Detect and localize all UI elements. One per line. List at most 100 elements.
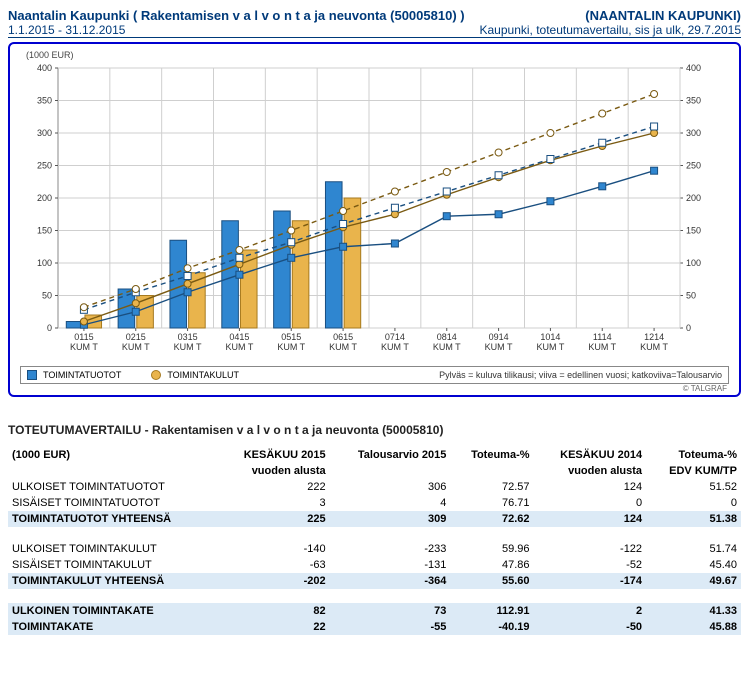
svg-text:KUM T: KUM T: [174, 342, 202, 352]
row-value: 72.62: [450, 511, 533, 527]
col-h2-3: vuoden alusta: [534, 463, 647, 479]
row-value: 49.67: [646, 573, 741, 589]
row-value: 51.38: [646, 511, 741, 527]
row-value: 82: [217, 603, 330, 619]
row-label: TOIMINTAKULUT YHTEENSÄ: [8, 573, 217, 589]
svg-text:50: 50: [42, 291, 52, 301]
title-right: (NAANTALIN KAUPUNKI): [585, 8, 741, 23]
table-row: SISÄISET TOIMINTAKULUT-63-13147.86-5245.…: [8, 557, 741, 573]
row-value: 4: [330, 495, 451, 511]
legend-note: Pylväs = kuluva tilikausi; viiva = edell…: [439, 370, 722, 380]
row-label: SISÄISET TOIMINTATUOTOT: [8, 495, 217, 511]
col-h1-2: Toteuma-%: [450, 447, 533, 463]
svg-text:0315: 0315: [178, 332, 198, 342]
chart-svg: 0050501001001501502002002502503003003503…: [16, 62, 722, 362]
row-value: 47.86: [450, 557, 533, 573]
svg-text:1114: 1114: [593, 332, 612, 342]
col-h1-0: KESÄKUU 2015: [217, 447, 330, 463]
row-label: TOIMINTATUOTOT YHTEENSÄ: [8, 511, 217, 527]
svg-text:0: 0: [47, 323, 52, 333]
svg-text:300: 300: [37, 128, 52, 138]
svg-text:0415: 0415: [229, 332, 249, 342]
svg-text:KUM T: KUM T: [640, 342, 668, 352]
svg-text:400: 400: [686, 63, 701, 73]
row-value: -50: [534, 619, 647, 635]
svg-text:KUM T: KUM T: [329, 342, 357, 352]
svg-text:100: 100: [686, 258, 701, 268]
row-value: 124: [534, 479, 647, 495]
col-h1-3: KESÄKUU 2014: [534, 447, 647, 463]
svg-text:0714: 0714: [385, 332, 405, 342]
svg-text:350: 350: [686, 96, 701, 106]
table-row: ULKOISET TOIMINTAKULUT-140-23359.96-1225…: [8, 541, 741, 557]
svg-text:50: 50: [686, 291, 696, 301]
row-value: -55: [330, 619, 451, 635]
context-label: Kaupunki, toteutumavertailu, sis ja ulk,…: [480, 23, 742, 37]
row-label: ULKOISET TOIMINTATUOTOT: [8, 479, 217, 495]
date-range: 1.1.2015 - 31.12.2015: [8, 23, 125, 37]
row-value: 73: [330, 603, 451, 619]
table-row: TOIMINTAKATE22-55-40.19-5045.88: [8, 619, 741, 635]
row-value: 0: [646, 495, 741, 511]
table-unit: (1000 EUR): [8, 447, 217, 463]
report-subheader: 1.1.2015 - 31.12.2015 Kaupunki, toteutum…: [8, 23, 741, 38]
row-value: 3: [217, 495, 330, 511]
chart-copyright: © TALGRAF: [16, 384, 733, 393]
row-label: TOIMINTAKATE: [8, 619, 217, 635]
table-row: [8, 589, 741, 603]
row-value: 72.57: [450, 479, 533, 495]
row-value: 225: [217, 511, 330, 527]
col-h2-0: vuoden alusta: [217, 463, 330, 479]
svg-text:KUM T: KUM T: [588, 342, 616, 352]
svg-text:KUM T: KUM T: [277, 342, 305, 352]
svg-text:150: 150: [686, 226, 701, 236]
table-title: TOTEUTUMAVERTAILU - Rakentamisen v a l v…: [8, 423, 741, 437]
row-value: -131: [330, 557, 451, 573]
legend-label-tuotot: TOIMINTATUOTOT: [43, 370, 121, 380]
svg-text:KUM T: KUM T: [70, 342, 98, 352]
legend-label-kulut: TOIMINTAKULUT: [167, 370, 239, 380]
title-left: Naantalin Kaupunki ( Rakentamisen v a l …: [8, 8, 465, 23]
table-row: TOIMINTATUOTOT YHTEENSÄ22530972.6212451.…: [8, 511, 741, 527]
col-h2-1: [330, 463, 451, 479]
data-table: (1000 EUR) KESÄKUU 2015 Talousarvio 2015…: [8, 447, 741, 635]
row-label: ULKOINEN TOIMINTAKATE: [8, 603, 217, 619]
row-label: ULKOISET TOIMINTAKULUT: [8, 541, 217, 557]
svg-text:250: 250: [37, 161, 52, 171]
row-value: 45.88: [646, 619, 741, 635]
svg-text:0: 0: [686, 323, 691, 333]
row-value: 76.71: [450, 495, 533, 511]
row-value: 45.40: [646, 557, 741, 573]
row-value: 112.91: [450, 603, 533, 619]
svg-text:KUM T: KUM T: [225, 342, 253, 352]
row-value: 309: [330, 511, 451, 527]
svg-text:200: 200: [686, 193, 701, 203]
row-value: 0: [534, 495, 647, 511]
svg-text:0615: 0615: [333, 332, 353, 342]
table-body: ULKOISET TOIMINTATUOTOT22230672.57124 51.…: [8, 479, 741, 635]
row-value: -52: [534, 557, 647, 573]
table-row: TOIMINTAKULUT YHTEENSÄ-202-36455.60-1744…: [8, 573, 741, 589]
svg-text:0515: 0515: [281, 332, 301, 342]
table-row: SISÄISET TOIMINTATUOTOT3476.7100: [8, 495, 741, 511]
col-h1-1: Talousarvio 2015: [330, 447, 451, 463]
col-h2-4: EDV KUM/TP: [646, 463, 741, 479]
row-value: -233: [330, 541, 451, 557]
row-value: 55.60: [450, 573, 533, 589]
col-h2-2: [450, 463, 533, 479]
svg-text:300: 300: [686, 128, 701, 138]
row-value: 306: [330, 479, 451, 495]
svg-text:250: 250: [686, 161, 701, 171]
row-value: 41.33: [646, 603, 741, 619]
row-value: 222: [217, 479, 330, 495]
svg-text:KUM T: KUM T: [536, 342, 564, 352]
legend-marker-kulut: [151, 370, 161, 380]
y-axis-unit: (1000 EUR): [26, 50, 733, 60]
svg-text:KUM T: KUM T: [433, 342, 461, 352]
legend-marker-tuotot: [27, 370, 37, 380]
row-value: 2: [534, 603, 647, 619]
svg-text:1214: 1214: [644, 332, 664, 342]
svg-text:KUM T: KUM T: [122, 342, 150, 352]
row-label: SISÄISET TOIMINTAKULUT: [8, 557, 217, 573]
chart-panel: (1000 EUR) 00505010010015015020020025025…: [8, 42, 741, 397]
